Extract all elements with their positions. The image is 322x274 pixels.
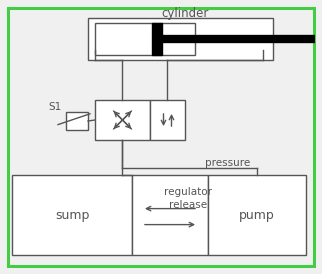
Bar	[132, 175, 208, 255]
Bar	[66, 112, 88, 130]
Text: cylinder: cylinder	[161, 7, 209, 19]
Bar	[150, 100, 185, 140]
Text: release: release	[169, 200, 207, 210]
Bar	[152, 23, 162, 55]
Bar	[88, 18, 273, 60]
Bar	[208, 175, 306, 255]
Text: sump: sump	[55, 209, 89, 221]
Text: pump: pump	[239, 209, 275, 221]
Bar	[95, 100, 150, 140]
Text: pressure: pressure	[205, 158, 251, 168]
Bar	[12, 175, 132, 255]
Text: regulator: regulator	[164, 187, 212, 197]
Text: S1: S1	[48, 102, 62, 112]
Bar	[95, 23, 195, 55]
